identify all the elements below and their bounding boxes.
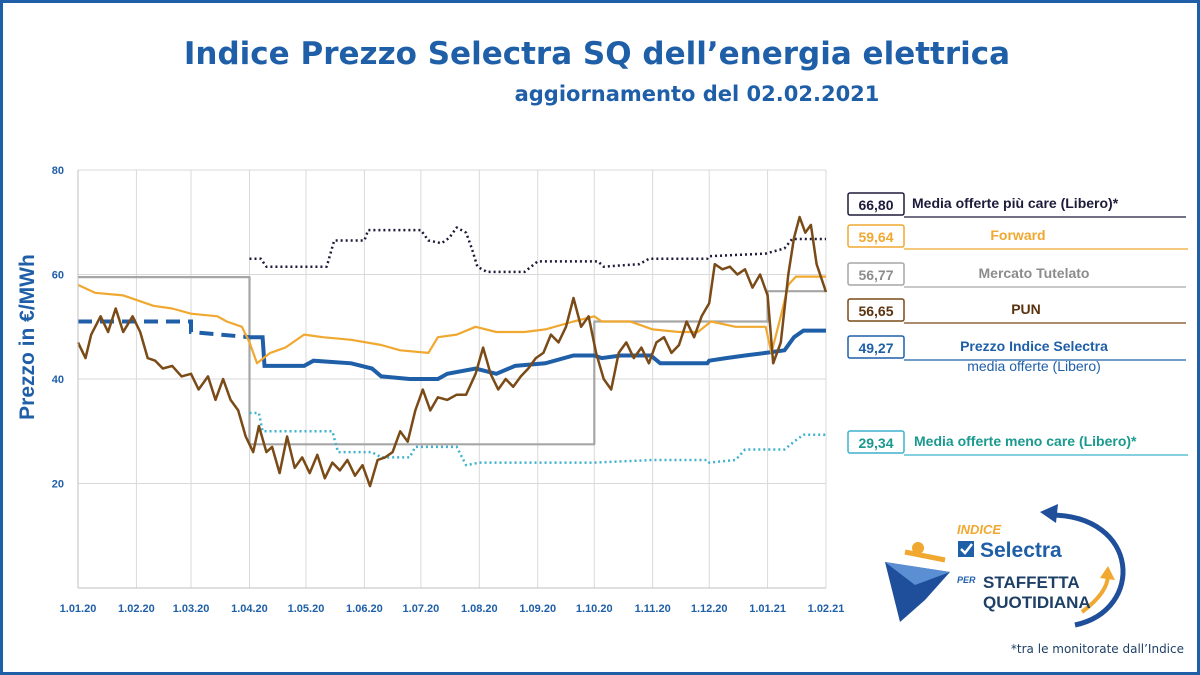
- chart-series: [76, 215, 828, 488]
- y-axis-label: Prezzo in €/MWh: [16, 254, 39, 420]
- legend-value: 59,64: [858, 229, 893, 245]
- logo-word-staffetta: STAFFETTA: [983, 573, 1080, 592]
- legend-value: 49,27: [858, 340, 893, 356]
- y-tick-label: 60: [52, 270, 64, 282]
- logo-word-quotidiana: QUOTIDIANA: [983, 593, 1091, 612]
- series-line-3: [76, 215, 828, 488]
- series-line-4: [249, 328, 826, 381]
- logo-flag-light: [885, 562, 950, 585]
- legend-value-box: [847, 224, 905, 248]
- x-tick-label: 1.10.20: [576, 603, 613, 615]
- legend-value-box: [847, 262, 905, 286]
- legend-value-box: [847, 335, 905, 359]
- x-tick-label: 1.02.21: [808, 603, 845, 615]
- legend-value-box: [847, 298, 905, 322]
- logo-yellow-arrow-head: [1100, 566, 1115, 580]
- legend-value: 66,80: [858, 197, 893, 213]
- x-tick-label: 1.04.20: [231, 603, 268, 615]
- logo-arrow-arc: [1049, 512, 1126, 628]
- x-tick-label: 1.05.20: [288, 603, 325, 615]
- chart-axes: 20 40 60 80 1.01.20 1.02.20 1.03.20 1.04.20 1.05…: [52, 165, 845, 615]
- x-tick-label: 1.09.20: [519, 603, 556, 615]
- y-tick-label: 40: [52, 374, 64, 386]
- legend-label: Forward: [990, 227, 1045, 243]
- x-tick-label: 1.07.20: [403, 603, 440, 615]
- legend-label: Mercato Tutelato: [979, 265, 1090, 281]
- legend-value: 29,34: [858, 435, 893, 451]
- legend-label: Media offerte meno care (Libero)*: [914, 433, 1137, 449]
- x-tick-label: 1.12.20: [691, 603, 728, 615]
- logo-word-selectra: Selectra: [980, 539, 1062, 562]
- legend-value-box: [847, 430, 905, 454]
- legend-label-line2: media offerte (Libero): [967, 358, 1101, 374]
- x-tick-label: 1.01.21: [749, 603, 786, 615]
- legend-label: Prezzo Indice Selectra: [960, 338, 1108, 354]
- legend-label: PUN: [1011, 301, 1041, 317]
- page-title: Indice Prezzo Selectra SQ dell’energia e…: [183, 36, 1011, 72]
- legend-value-box: [847, 192, 905, 216]
- legend-value: 56,65: [858, 303, 893, 319]
- page-subtitle: aggiornamento del 02.02.2021: [514, 82, 880, 106]
- x-tick-label: 1.03.20: [173, 603, 210, 615]
- x-tick-label: 1.08.20: [461, 603, 498, 615]
- logo-check-icon: [958, 541, 974, 557]
- logo-check-mark: [960, 543, 973, 555]
- x-tick-label: 1.02.20: [118, 603, 155, 615]
- footnote: *tra le monitorate dall’Indice: [1010, 642, 1184, 656]
- y-tick-label: 20: [52, 479, 64, 491]
- logo-arrow-head: [1040, 504, 1058, 523]
- x-tick-label: 1.01.20: [60, 603, 97, 615]
- x-tick-label: 1.11.20: [635, 603, 671, 615]
- logo-word-per: PER: [957, 575, 976, 585]
- y-tick-label: 80: [52, 165, 64, 177]
- legend-value: 56,77: [858, 267, 893, 283]
- selectra-logo: INDICE Selectra PER STAFFETTA QUOTIDIANA: [885, 504, 1126, 628]
- chart-grid: [77, 169, 827, 588]
- chart-legend: 66,80 Media offerte più care (Libero)* 59,…: [847, 192, 1188, 456]
- logo-runner-icon: [912, 542, 924, 554]
- series-line-1: [77, 275, 826, 365]
- logo-word-indice: INDICE: [957, 522, 1001, 537]
- legend-label: Media offerte più care (Libero)*: [912, 195, 1119, 211]
- logo-runner-body: [904, 549, 946, 563]
- x-tick-label: 1.06.20: [346, 603, 383, 615]
